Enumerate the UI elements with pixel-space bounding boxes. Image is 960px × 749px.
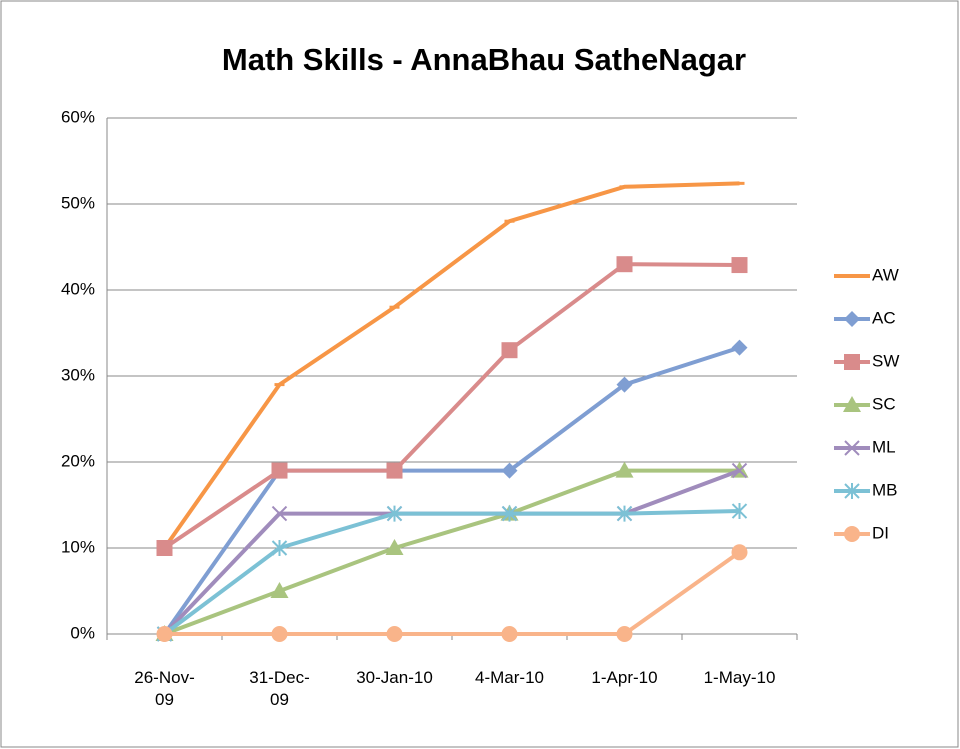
point (731, 503, 748, 520)
y-tick-label: 10% (61, 537, 95, 556)
point (156, 540, 173, 556)
point (616, 376, 633, 393)
point (385, 539, 404, 555)
series-line (163, 262, 740, 550)
legend-label: SW (872, 351, 899, 370)
series-line (162, 181, 740, 550)
legend-label: AW (872, 265, 899, 284)
x-tick-label: 30-Jan-10 (356, 668, 433, 687)
legend-label: SC (872, 394, 896, 413)
series-line (163, 509, 740, 636)
point (731, 339, 748, 356)
chart-title: Math Skills - AnnaBhau SatheNagar (222, 42, 746, 77)
point (731, 462, 748, 479)
legend-label: AC (872, 308, 896, 327)
legend-marker (844, 483, 860, 499)
x-tick-label: 26-Nov-09 (134, 668, 195, 709)
legend-marker (844, 354, 860, 370)
series-line (164, 550, 741, 636)
point (615, 461, 634, 478)
x-tick-label: 1-May-10 (703, 668, 776, 687)
legend-marker (844, 311, 860, 327)
point (156, 626, 173, 642)
point (501, 626, 518, 642)
point (270, 582, 289, 598)
y-tick-label: 50% (61, 193, 95, 212)
y-tick-label: 20% (61, 451, 95, 470)
series-line (163, 468, 740, 636)
y-tick-label: 30% (61, 365, 95, 384)
legend-label: DI (872, 523, 889, 542)
legend-label: ML (872, 437, 896, 456)
point (386, 626, 403, 642)
point (271, 626, 288, 642)
x-tick-label: 31-Dec-09 (249, 668, 310, 709)
y-tick-label: 0% (70, 623, 95, 642)
legend-marker (844, 440, 860, 456)
point (386, 462, 403, 479)
point (271, 505, 288, 522)
point (731, 544, 748, 561)
y-tick-label: 40% (61, 279, 95, 298)
point (616, 626, 633, 642)
x-tick-label: 1-Apr-10 (591, 668, 658, 687)
legend-marker (843, 396, 861, 412)
point (616, 505, 633, 522)
legend-marker (844, 526, 860, 542)
point (501, 342, 518, 359)
x-tick-label: 4-Mar-10 (475, 668, 544, 687)
point (386, 505, 403, 522)
series-line (162, 345, 741, 636)
point (731, 257, 748, 274)
point (271, 462, 288, 479)
legend-label: MB (872, 480, 898, 499)
point (501, 505, 518, 522)
point (271, 540, 288, 556)
point (616, 256, 633, 273)
y-tick-label: 60% (61, 107, 95, 126)
point (501, 462, 518, 479)
